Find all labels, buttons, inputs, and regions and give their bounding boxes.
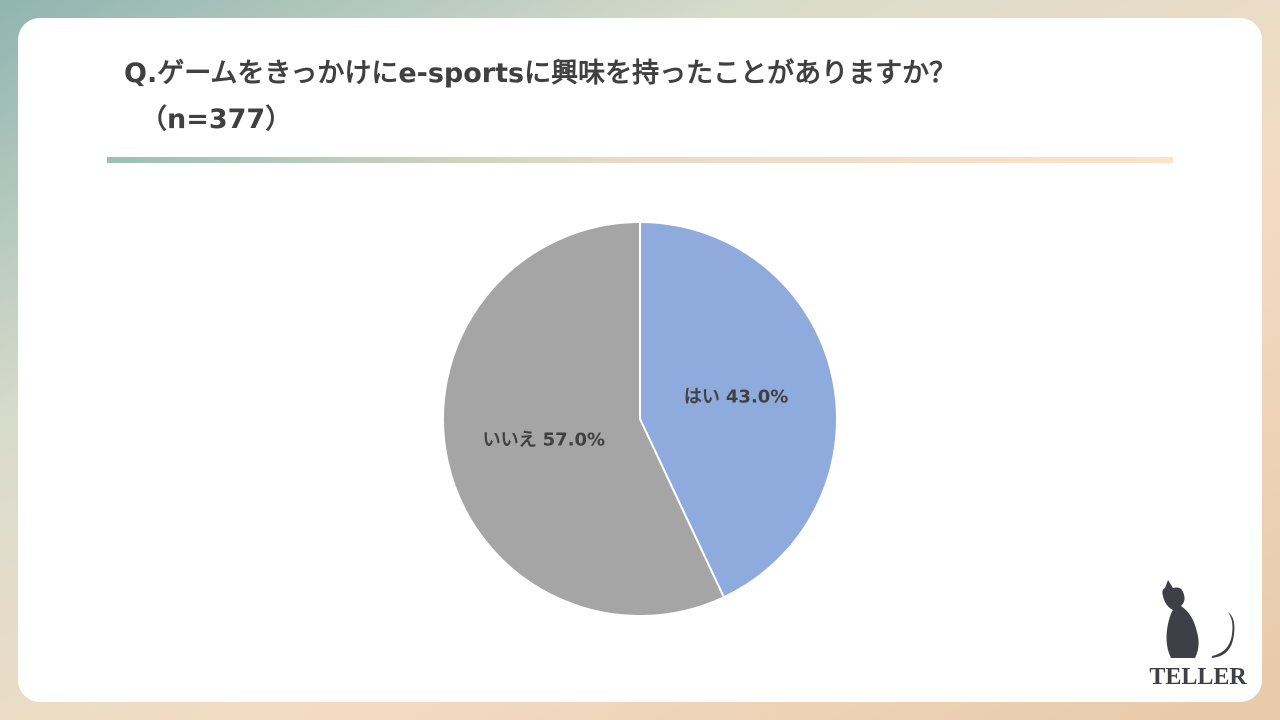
slice-label: いいえ 57.0% — [483, 429, 605, 450]
logo: TELLER — [1149, 580, 1247, 690]
value-label: 43.0% — [726, 387, 788, 408]
pie-slice — [639, 220, 838, 599]
brand: TELLER — [1149, 664, 1247, 690]
cat-tail — [1212, 612, 1235, 658]
pie-slice — [442, 220, 726, 617]
cat-silhouette — [1162, 580, 1199, 658]
category-label: いいえ — [483, 429, 537, 450]
slice-label: はい 43.0% — [684, 387, 788, 408]
value-label: 57.0% — [543, 429, 605, 450]
chart-subtitle: （n=377） — [140, 104, 292, 135]
title-rule — [107, 157, 1173, 163]
category-label: はい — [684, 387, 720, 408]
chart-title: Q.ゲームをきっかけにe-sportsに興味を持ったことがありますか？ — [124, 57, 956, 89]
